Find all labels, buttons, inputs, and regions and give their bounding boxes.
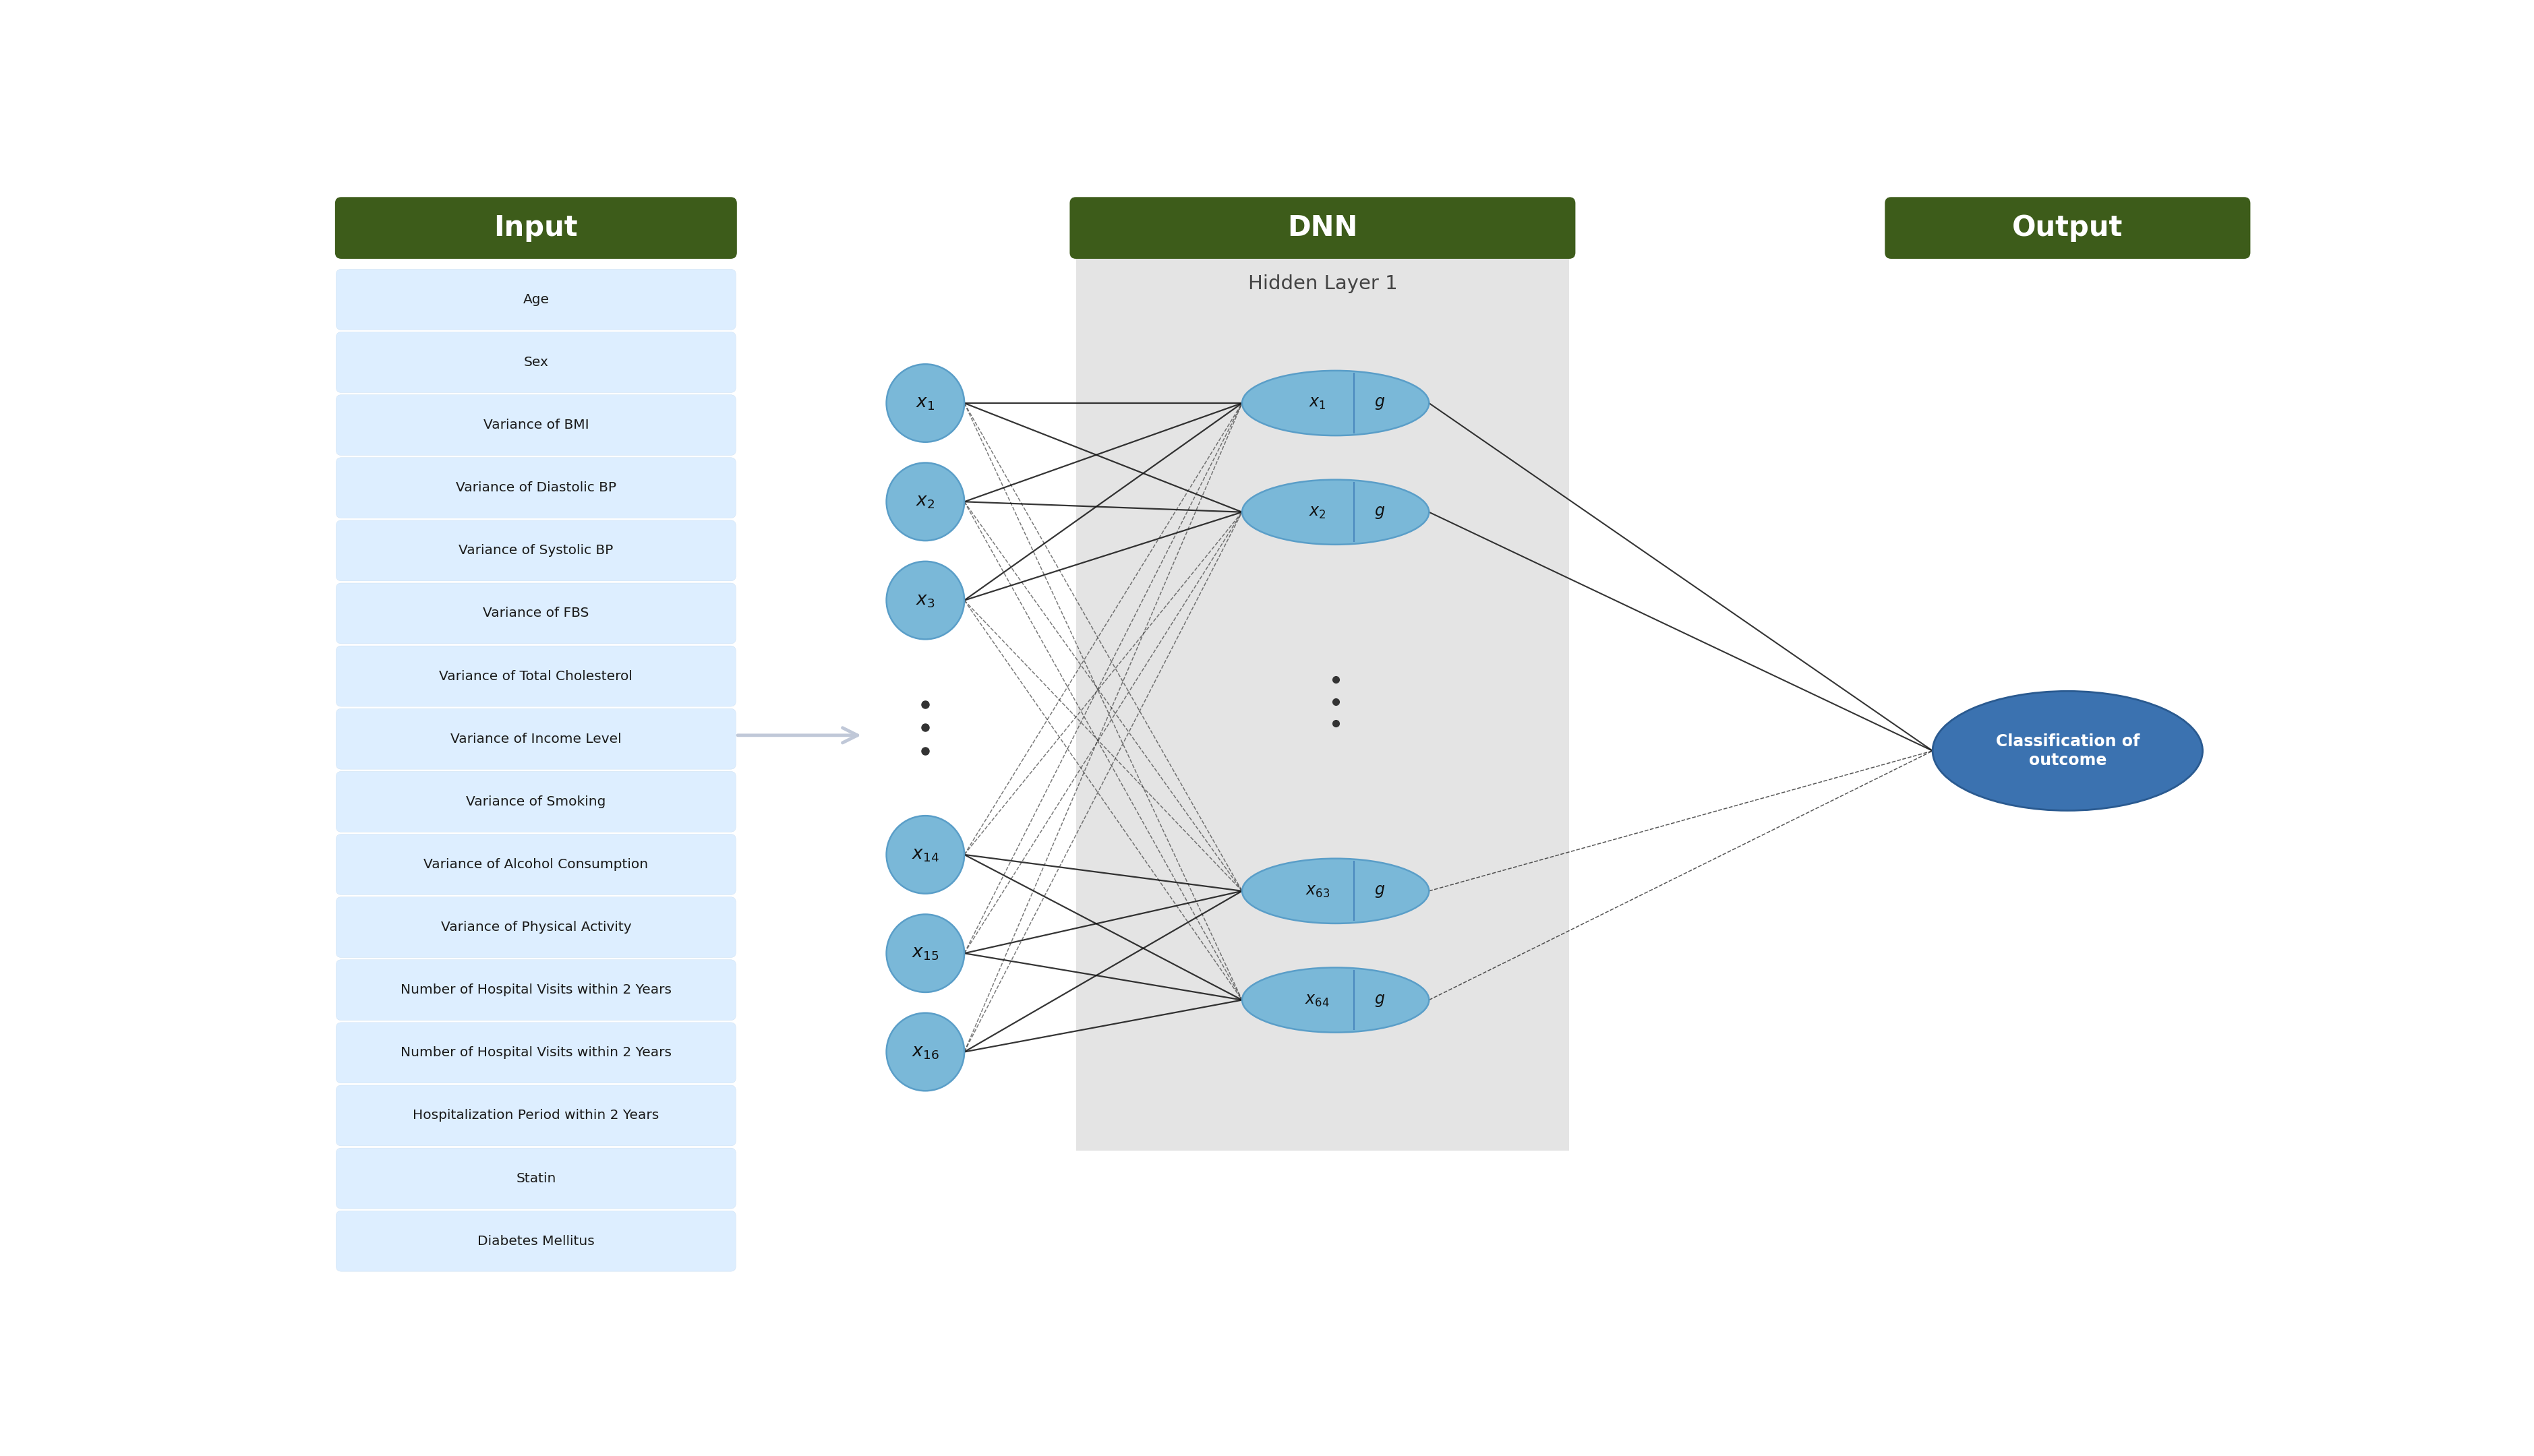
Text: $x_2$: $x_2$: [915, 494, 935, 511]
Text: Input: Input: [494, 214, 578, 242]
FancyBboxPatch shape: [337, 709, 735, 769]
FancyBboxPatch shape: [337, 960, 735, 1021]
Text: Variance of Diastolic BP: Variance of Diastolic BP: [456, 482, 616, 494]
Text: $x_1$: $x_1$: [1308, 395, 1325, 411]
FancyBboxPatch shape: [337, 1085, 735, 1146]
FancyBboxPatch shape: [1885, 197, 2250, 259]
FancyBboxPatch shape: [1069, 197, 1576, 259]
Text: $g$: $g$: [1373, 882, 1386, 898]
FancyBboxPatch shape: [337, 772, 735, 831]
Text: $g$: $g$: [1373, 395, 1386, 411]
Circle shape: [887, 815, 965, 894]
Ellipse shape: [1242, 968, 1429, 1032]
Text: Variance of Systolic BP: Variance of Systolic BP: [459, 545, 613, 558]
Text: Output: Output: [2012, 214, 2123, 242]
Text: Hidden Layer 1: Hidden Layer 1: [1247, 274, 1396, 293]
Text: Diabetes Mellitus: Diabetes Mellitus: [476, 1235, 595, 1248]
FancyBboxPatch shape: [337, 834, 735, 895]
FancyBboxPatch shape: [334, 197, 737, 259]
Text: $x_{63}$: $x_{63}$: [1305, 882, 1330, 898]
Text: Variance of Physical Activity: Variance of Physical Activity: [441, 920, 631, 933]
Text: Number of Hospital Visits within 2 Years: Number of Hospital Visits within 2 Years: [400, 984, 672, 996]
FancyBboxPatch shape: [337, 646, 735, 706]
Text: Variance of FBS: Variance of FBS: [484, 607, 588, 620]
Text: $g$: $g$: [1373, 504, 1386, 520]
FancyBboxPatch shape: [1077, 255, 1569, 1150]
Text: Variance of Income Level: Variance of Income Level: [451, 732, 621, 745]
FancyBboxPatch shape: [337, 332, 735, 393]
FancyBboxPatch shape: [337, 1211, 735, 1271]
Text: DNN: DNN: [1287, 214, 1358, 242]
FancyBboxPatch shape: [337, 520, 735, 581]
Text: $x_2$: $x_2$: [1308, 504, 1325, 520]
FancyBboxPatch shape: [337, 457, 735, 518]
FancyBboxPatch shape: [337, 1147, 735, 1208]
Text: Variance of Smoking: Variance of Smoking: [466, 795, 606, 808]
FancyBboxPatch shape: [337, 269, 735, 331]
Text: Age: Age: [522, 293, 550, 306]
Ellipse shape: [1242, 371, 1429, 435]
FancyBboxPatch shape: [337, 582, 735, 644]
Ellipse shape: [1933, 692, 2202, 811]
FancyBboxPatch shape: [337, 897, 735, 958]
Circle shape: [887, 1013, 965, 1091]
Text: $x_{64}$: $x_{64}$: [1305, 992, 1330, 1008]
Text: $x_{14}$: $x_{14}$: [912, 846, 940, 863]
Text: $x_1$: $x_1$: [915, 395, 935, 412]
Text: Statin: Statin: [517, 1172, 555, 1185]
Text: Variance of Total Cholesterol: Variance of Total Cholesterol: [438, 670, 634, 683]
Circle shape: [887, 364, 965, 443]
Text: Variance of BMI: Variance of BMI: [484, 419, 588, 431]
Ellipse shape: [1242, 859, 1429, 923]
Text: Classification of
outcome: Classification of outcome: [1997, 734, 2139, 769]
Text: Sex: Sex: [525, 355, 547, 368]
Text: $x_{15}$: $x_{15}$: [912, 945, 940, 962]
Text: Variance of Alcohol Consumption: Variance of Alcohol Consumption: [423, 858, 649, 871]
Circle shape: [887, 914, 965, 992]
Circle shape: [887, 562, 965, 639]
Ellipse shape: [1242, 479, 1429, 545]
Text: $x_3$: $x_3$: [915, 591, 935, 609]
Text: Hospitalization Period within 2 Years: Hospitalization Period within 2 Years: [413, 1109, 659, 1123]
Circle shape: [887, 463, 965, 540]
FancyBboxPatch shape: [337, 395, 735, 456]
FancyBboxPatch shape: [337, 1022, 735, 1083]
Text: Number of Hospital Visits within 2 Years: Number of Hospital Visits within 2 Years: [400, 1047, 672, 1059]
Text: $g$: $g$: [1373, 992, 1386, 1008]
Text: $x_{16}$: $x_{16}$: [912, 1042, 940, 1060]
